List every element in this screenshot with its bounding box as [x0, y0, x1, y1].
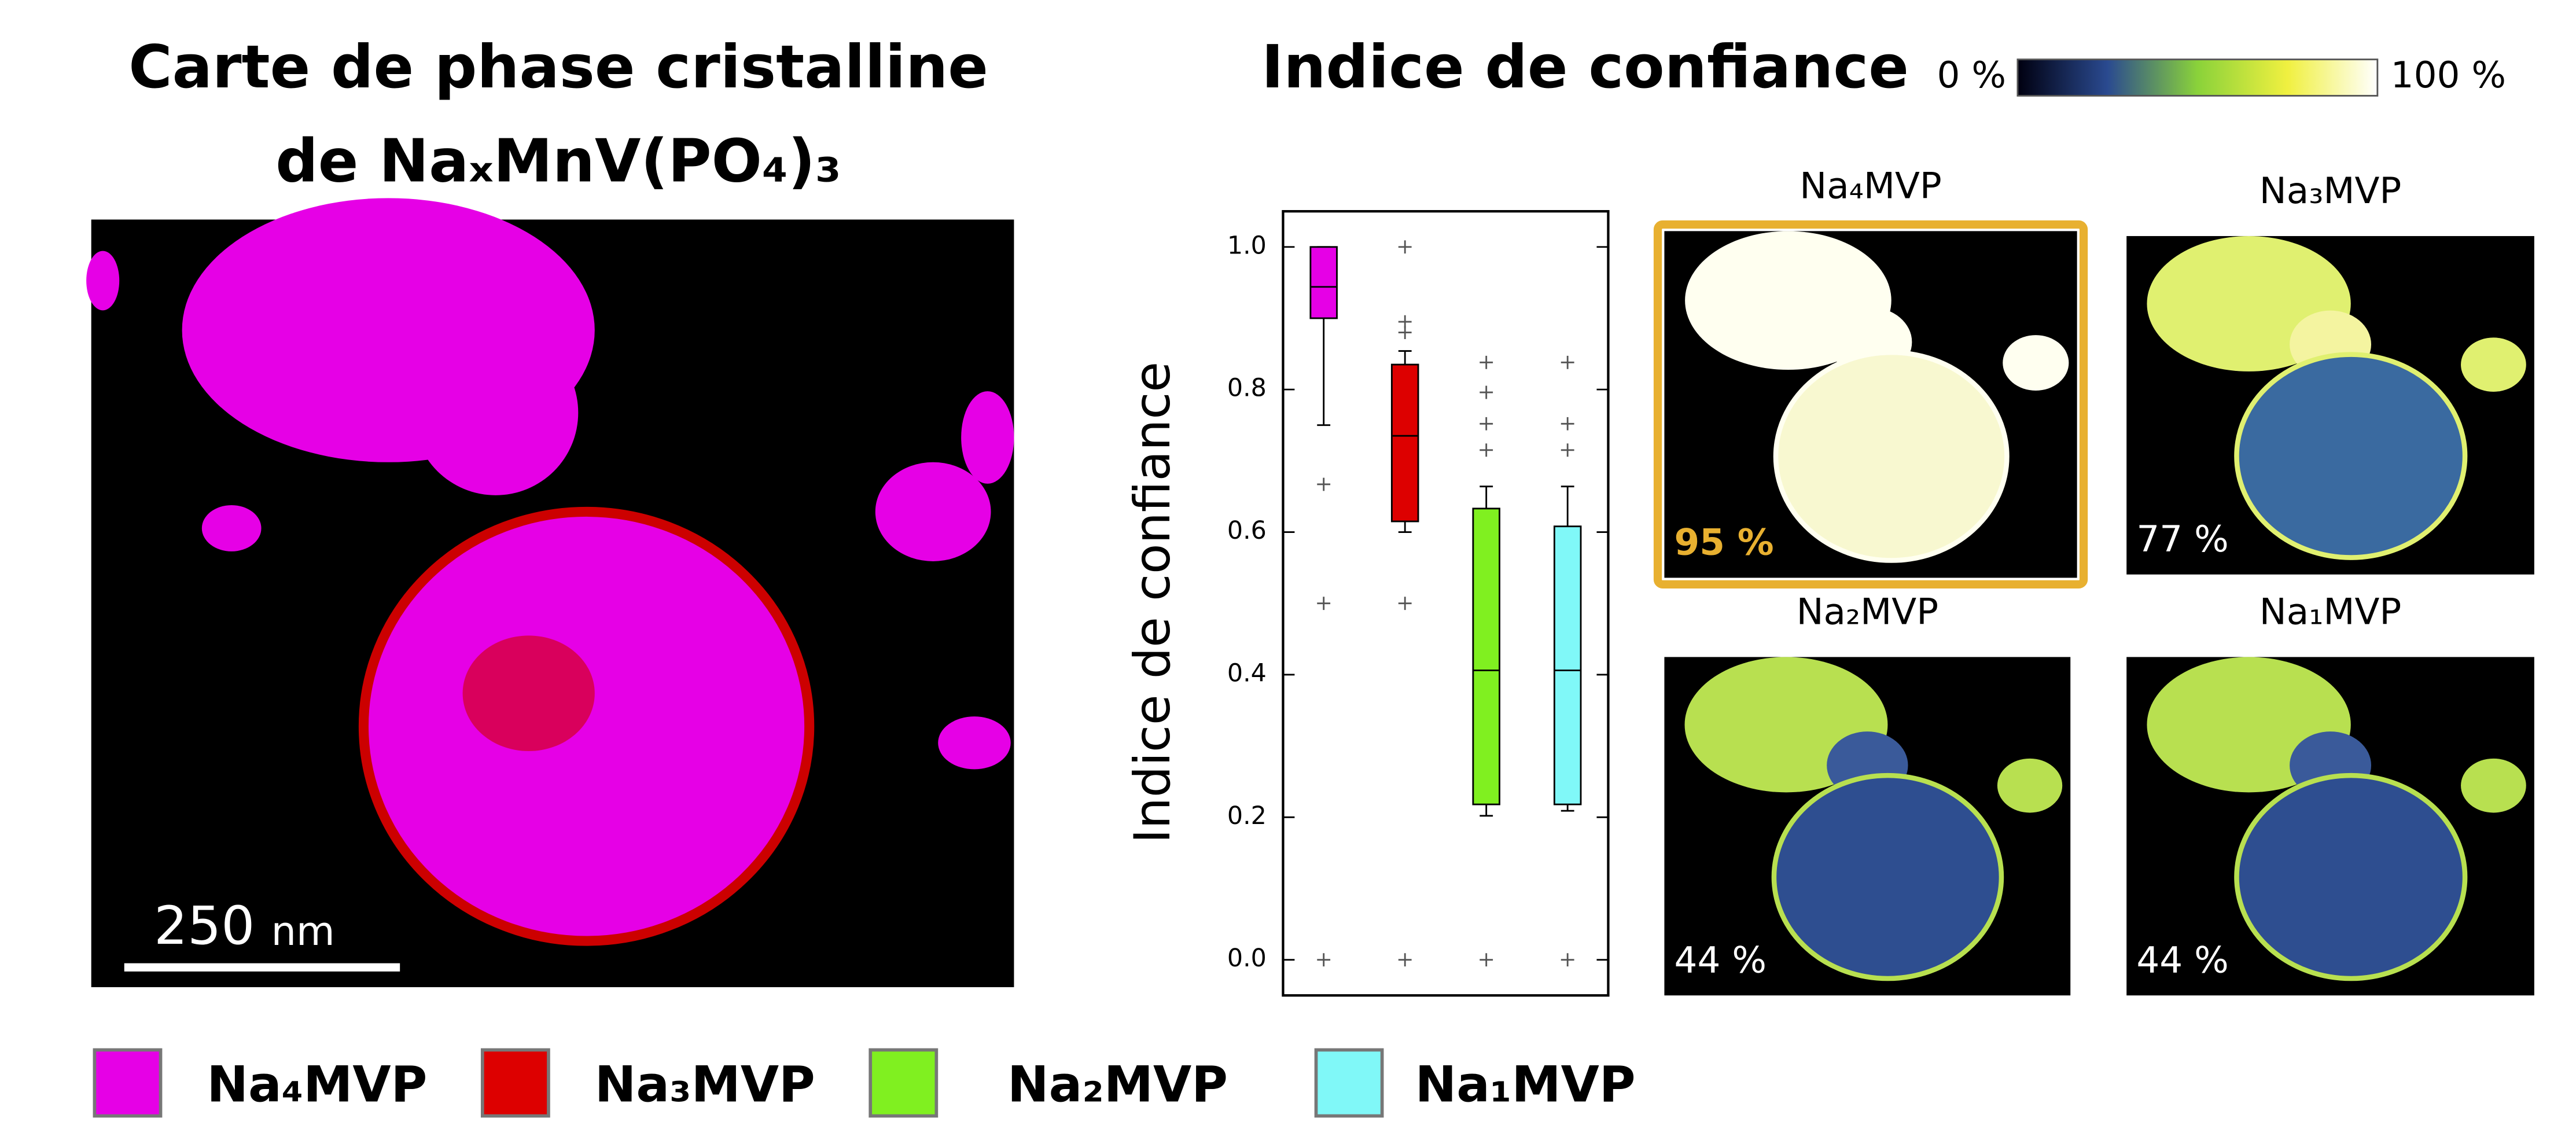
y-tick-label: 0.4: [1227, 659, 1267, 687]
phase-map: 250 nm: [86, 198, 1014, 987]
y-tick-label: 0.0: [1227, 944, 1267, 973]
colorbar: [2016, 58, 2379, 97]
legend-label: Na₁MVP: [1415, 1056, 1636, 1113]
outlier: [1480, 355, 1493, 369]
legend-label: Na₃MVP: [595, 1056, 815, 1113]
map-blob: [2003, 335, 2069, 391]
left-title: Carte de phase cristalline: [128, 33, 988, 102]
map-percent: 95 %: [1675, 521, 1774, 564]
y-tick-label: 0.6: [1227, 516, 1267, 545]
legend-swatch: [93, 1048, 163, 1118]
outlier: [1561, 443, 1574, 457]
box-plot: Indice de confiance 0.0 0.2 0.4 0.6 0.8 1.0: [1124, 210, 1610, 997]
right-title: Indice de confiance: [1261, 33, 1909, 102]
legend-label: Na₂MVP: [1007, 1056, 1228, 1113]
map-title: Na₁MVP: [2259, 590, 2401, 632]
box: [1472, 507, 1500, 805]
legend-swatch: [480, 1048, 550, 1118]
map-title: Na₄MVP: [1799, 164, 1941, 207]
map-blob: [1997, 758, 2063, 813]
map-blob: [2461, 758, 2526, 813]
map-blob: [1771, 773, 2004, 981]
outlier: [1398, 240, 1412, 254]
legend-swatch: [869, 1048, 939, 1118]
legend-swatch: [1314, 1048, 1384, 1118]
confidence-maps: Na₄MVP 95 % Na₃MVP 77 % Na₂MVP 44 % Na₁MVP 44 %: [1653, 164, 2534, 996]
outlier: [1480, 417, 1493, 431]
y-tick-label: 1.0: [1227, 231, 1267, 260]
outlier: [1561, 355, 1574, 369]
outlier: [1398, 953, 1412, 967]
box: [1553, 525, 1582, 805]
box: [1390, 363, 1419, 523]
map-percent: 44 %: [2136, 939, 2228, 981]
y-tick-label: 0.8: [1227, 374, 1267, 403]
map-title: Na₃MVP: [2259, 170, 2401, 212]
colorbar-max: 100 %: [2391, 54, 2506, 96]
y-tick-label: 0.2: [1227, 801, 1267, 830]
y-axis-label: Indice de confiance: [1124, 362, 1182, 844]
map-blob: [2461, 337, 2526, 392]
outlier: [1398, 326, 1412, 339]
map-title: Na₂MVP: [1797, 590, 1938, 632]
highlight-frame: [1653, 220, 2088, 589]
outlier: [1480, 953, 1493, 967]
outlier: [1561, 417, 1574, 431]
outlier: [1561, 953, 1574, 967]
outlier: [1480, 443, 1493, 457]
outlier: [1398, 597, 1412, 610]
outlier: [1317, 953, 1331, 967]
map-percent: 77 %: [2136, 518, 2228, 560]
scale-unit: nm: [271, 908, 335, 955]
legend-label: Na₄MVP: [207, 1056, 427, 1113]
map-blob: [1773, 350, 2010, 563]
map-blob: [2234, 773, 2468, 981]
colorbar-min: 0 %: [1937, 54, 2006, 96]
scale-value: 250: [154, 895, 255, 957]
box: [1309, 246, 1338, 319]
left-title: de NaₓMnV(PO₄)₃: [275, 127, 841, 196]
map-percent: 44 %: [1675, 939, 1767, 981]
map-blob: [2234, 352, 2468, 560]
outlier: [1317, 477, 1331, 491]
outlier: [1480, 385, 1493, 399]
legend: Na₄MVP Na₃MVP Na₂MVP Na₁MVP: [93, 1048, 1636, 1118]
outlier: [1317, 597, 1331, 610]
